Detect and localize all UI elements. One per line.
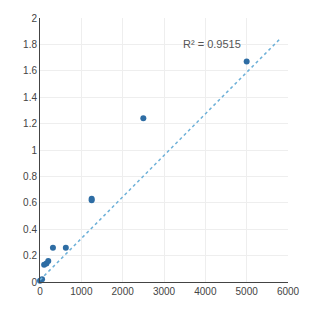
- svg-text:1000: 1000: [70, 286, 93, 297]
- svg-text:5000: 5000: [236, 286, 259, 297]
- svg-text:4000: 4000: [194, 286, 217, 297]
- svg-text:1.2: 1.2: [23, 118, 37, 129]
- svg-text:0.4: 0.4: [23, 224, 37, 235]
- svg-text:0.2: 0.2: [23, 250, 37, 261]
- svg-text:2: 2: [31, 13, 37, 24]
- svg-text:3000: 3000: [153, 286, 176, 297]
- svg-text:1.6: 1.6: [23, 65, 37, 76]
- svg-text:1: 1: [31, 145, 37, 156]
- svg-text:0: 0: [31, 277, 37, 288]
- svg-text:0.6: 0.6: [23, 197, 37, 208]
- svg-text:R² = 0.9515: R² = 0.9515: [183, 38, 241, 50]
- svg-text:2000: 2000: [112, 286, 135, 297]
- svg-text:0: 0: [37, 286, 43, 297]
- svg-text:6000: 6000: [277, 286, 300, 297]
- svg-text:0.8: 0.8: [23, 171, 37, 182]
- svg-text:1.4: 1.4: [23, 92, 37, 103]
- svg-text:1.8: 1.8: [23, 39, 37, 50]
